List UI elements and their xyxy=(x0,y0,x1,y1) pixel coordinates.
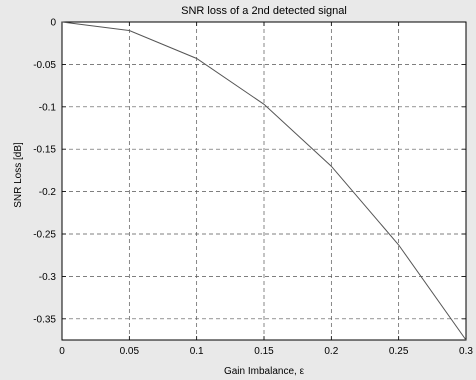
y-tick-label: -0.35 xyxy=(33,314,56,325)
plot-area xyxy=(61,21,467,341)
x-tick-label: 0 xyxy=(59,346,65,357)
y-tick-label: -0.15 xyxy=(33,145,56,156)
y-tick-label: -0.3 xyxy=(39,272,57,283)
y-axis-label: SNR Loss [dB] xyxy=(13,142,24,208)
tick-labels: 0 0.05 0.1 0.15 0.2 0.25 0.3 0 -0.05 -0.1 -0.15 -0.… xyxy=(33,18,473,358)
series-layer xyxy=(61,21,467,341)
chart-title: SNR loss of a 2nd detected signal xyxy=(181,5,347,17)
y-tick-label: -0.25 xyxy=(33,230,56,241)
y-tick-label: -0.1 xyxy=(39,102,57,113)
x-tick-label: 0.2 xyxy=(324,346,338,357)
series-line xyxy=(61,21,467,341)
x-axis-label: Gain Imbalance, ε xyxy=(224,366,305,377)
y-tick-label: -0.05 xyxy=(33,60,56,71)
grid-lines xyxy=(62,22,466,340)
x-tick-label: 0.15 xyxy=(254,346,274,357)
y-tick-label: 0 xyxy=(50,18,56,29)
x-tick-label: 0.1 xyxy=(190,346,204,357)
x-tick-label: 0.05 xyxy=(120,346,140,357)
x-tick-label: 0.3 xyxy=(459,346,473,357)
x-tick-label: 0.25 xyxy=(389,346,409,357)
y-tick-label: -0.2 xyxy=(39,187,57,198)
